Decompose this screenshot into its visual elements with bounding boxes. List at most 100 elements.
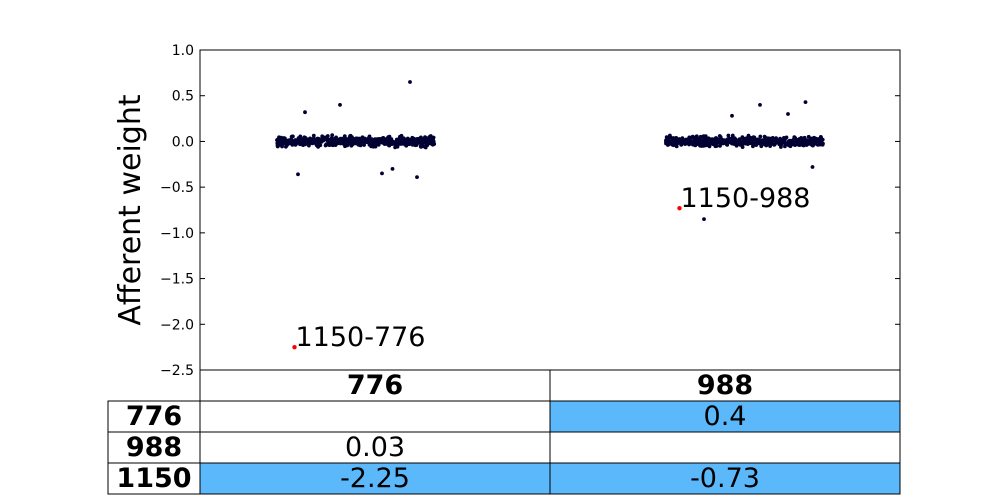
- data-point: [362, 137, 367, 142]
- data-point: [306, 141, 310, 145]
- data-point: [284, 142, 289, 147]
- data-point: [717, 137, 722, 142]
- point-annotation: 1150-776: [296, 322, 426, 353]
- data-point: [820, 141, 825, 146]
- data-point: [376, 137, 381, 141]
- data-point: [718, 141, 723, 146]
- table-row-header: 988: [126, 432, 182, 463]
- y-tick-label: 0.0: [172, 134, 194, 150]
- data-point: [801, 143, 806, 148]
- data-point: [760, 139, 764, 144]
- data-point: [296, 172, 300, 177]
- data-point: [726, 137, 731, 142]
- table-cell: [199, 462, 551, 495]
- data-point: [393, 145, 397, 150]
- data-point: [753, 138, 758, 143]
- data-point: [367, 135, 371, 140]
- data-point: [425, 136, 429, 141]
- data-point: [805, 142, 810, 147]
- data-point: [294, 141, 299, 146]
- data-point: [793, 136, 798, 141]
- y-tick-label: −1.0: [160, 226, 194, 242]
- point-annotation: 1150-988: [681, 183, 811, 214]
- data-point: [809, 139, 813, 144]
- data-point: [314, 142, 319, 147]
- data-point: [694, 134, 699, 139]
- data-point: [408, 80, 412, 84]
- data-point: [683, 142, 687, 147]
- data-point: [399, 138, 403, 143]
- data-point: [283, 136, 287, 141]
- data-point: [320, 138, 325, 143]
- data-point: [674, 144, 679, 149]
- data-point: [311, 133, 316, 138]
- data-point: [395, 141, 399, 146]
- data-point: [431, 135, 436, 140]
- data-point: [300, 140, 305, 144]
- data-point: [373, 144, 378, 149]
- table-cell: [549, 400, 901, 433]
- data-point: [362, 141, 366, 146]
- table-row-header: 776: [126, 401, 182, 432]
- data-point: [333, 138, 338, 143]
- data-point: [420, 139, 425, 144]
- data-point: [667, 140, 672, 145]
- data-point: [752, 135, 757, 140]
- data-point: [404, 141, 409, 146]
- data-point: [730, 113, 734, 118]
- data-point: [291, 134, 295, 139]
- y-tick-label: −2.5: [160, 363, 194, 379]
- data-point: [304, 137, 309, 142]
- y-axis-label: Afferent weight: [113, 94, 148, 325]
- table-cell: [549, 431, 901, 464]
- highlighted-points: 1150-776 1150-988: [292, 183, 811, 353]
- data-point: [783, 144, 787, 149]
- scatter-points: [275, 80, 825, 222]
- data-point: [775, 138, 780, 143]
- data-point: [321, 135, 326, 140]
- data-point: [787, 139, 791, 143]
- data-point: [791, 142, 796, 147]
- data-point: [773, 141, 778, 145]
- data-point: [329, 136, 334, 140]
- data-point: [387, 134, 392, 139]
- data-point: [425, 139, 430, 144]
- data-point: [289, 137, 293, 142]
- data-point: [380, 171, 384, 176]
- data-point: [696, 138, 701, 142]
- data-point: [415, 175, 419, 180]
- data-point: [668, 135, 673, 140]
- data-point: [743, 141, 748, 145]
- data-point: [717, 134, 722, 138]
- data-point: [740, 136, 745, 141]
- y-tick-label: −1.5: [160, 272, 194, 288]
- data-point: [330, 133, 335, 138]
- data-point: [799, 136, 804, 140]
- data-point: [810, 165, 815, 169]
- data-point: [275, 144, 280, 149]
- table-row-header: 1150: [116, 463, 191, 494]
- data-point: [410, 135, 415, 140]
- data-point: [749, 138, 754, 143]
- data-point: [345, 143, 350, 148]
- data-point: [770, 136, 775, 140]
- data-point: [338, 103, 342, 107]
- data-point: [380, 137, 384, 142]
- data-point: [702, 138, 707, 143]
- table-cell-value: 0.4: [704, 401, 747, 432]
- table-cell-value: 0.03: [345, 432, 405, 463]
- data-point: [390, 139, 395, 144]
- data-point: [418, 144, 423, 149]
- table-col-header: 988: [697, 370, 753, 401]
- data-point: [758, 134, 763, 139]
- data-point: [751, 144, 755, 149]
- data-point: [687, 142, 691, 147]
- data-point: [744, 136, 749, 141]
- y-tick-label: 0.5: [172, 89, 194, 105]
- data-point: [758, 103, 762, 107]
- data-point: [390, 167, 395, 171]
- data-point: [690, 139, 694, 144]
- data-point: [296, 139, 300, 143]
